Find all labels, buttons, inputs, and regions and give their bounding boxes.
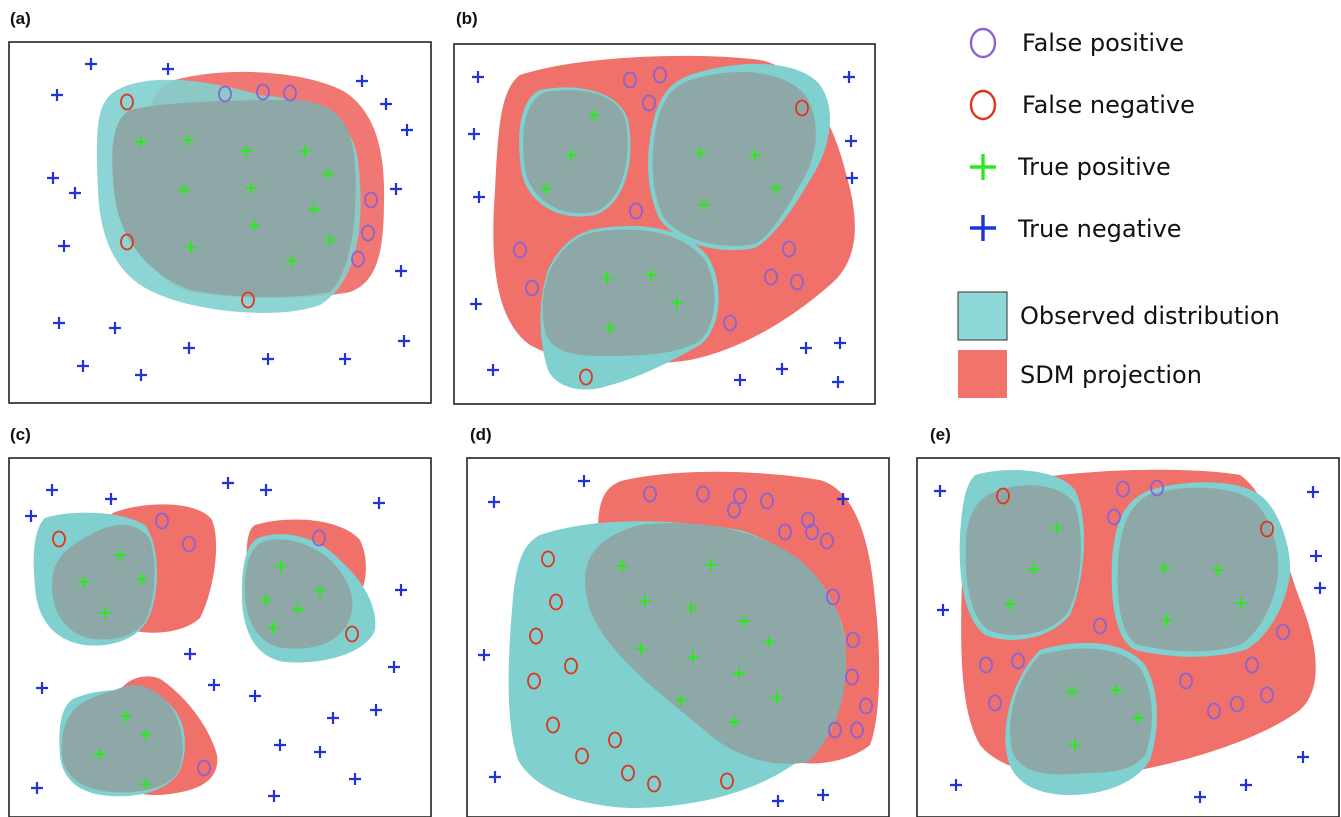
panel-label-d: (d)	[470, 425, 492, 444]
overlap-region	[965, 485, 1279, 775]
legend-item-sdm-projection: SDM projection	[958, 350, 1202, 398]
legend-item-false-positive: False positive	[969, 27, 1184, 59]
panel-label-a: (a)	[10, 9, 31, 28]
legend-label: SDM projection	[1020, 361, 1202, 389]
false-positive-icon	[969, 27, 997, 59]
legend-item-observed-distribution: Observed distribution	[957, 291, 1280, 341]
overlap-region	[112, 100, 356, 298]
panel-label-e: (e)	[930, 425, 951, 444]
panel-label-c: (c)	[10, 425, 31, 444]
true-positive-icon	[970, 154, 996, 180]
panel-c: (c)	[8, 425, 432, 817]
overlap-region	[523, 72, 816, 356]
sdm-swatch	[958, 350, 1007, 398]
legend-item-false-negative: False negative	[969, 89, 1195, 121]
legend-label: False positive	[1022, 29, 1184, 57]
legend-label: True negative	[1017, 215, 1182, 243]
legend-item-true-negative: True negative	[970, 215, 1182, 243]
overlap-region	[585, 523, 847, 764]
panel-e: (e)	[916, 425, 1340, 817]
legend-label: True positive	[1017, 153, 1171, 181]
overlap-region	[52, 524, 353, 793]
legend-item-true-positive: True positive	[970, 153, 1171, 181]
panel-d: (d)	[466, 425, 890, 817]
panel-label-b: (b)	[456, 9, 478, 28]
panel-a: (a)	[8, 9, 432, 404]
observed-swatch	[957, 291, 1008, 341]
panel-b: (b)	[453, 9, 876, 405]
legend-label: Observed distribution	[1020, 302, 1280, 330]
legend-label: False negative	[1022, 91, 1195, 119]
true-negative-icon	[970, 215, 996, 241]
false-negative-icon	[969, 89, 997, 121]
legend: False positive False negative True posit…	[957, 27, 1280, 398]
